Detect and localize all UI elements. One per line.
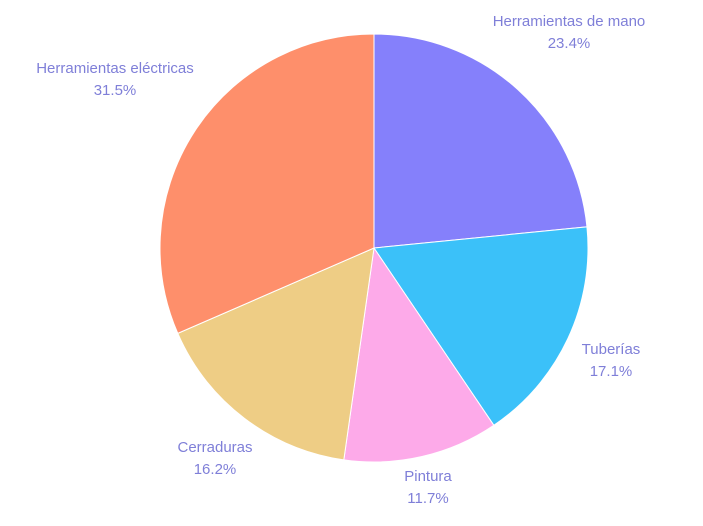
slice-label-1: Tuberías — [582, 341, 641, 358]
slice-value-label-0: 23.4% — [548, 35, 591, 52]
pie-slices — [159, 33, 589, 463]
slice-value-label-1: 17.1% — [590, 363, 633, 380]
slice-value-label-3: 16.2% — [194, 461, 237, 478]
pie-labels: Herramientas de mano 23.4% Tuberías 17.1% Pi… — [36, 13, 645, 507]
slice-value-label-2: 11.7% — [407, 490, 448, 507]
pie-slice-3 — [177, 247, 375, 461]
slice-value-label-4: 31.5% — [94, 82, 137, 99]
slice-label-3: Cerraduras — [177, 439, 252, 456]
pie-slice-1 — [373, 226, 589, 426]
slice-label-0: Herramientas de mano — [493, 13, 646, 30]
slice-label-4: Herramientas eléctricas — [36, 60, 194, 77]
pie-slice-0 — [373, 33, 588, 249]
pie-slice-2 — [343, 246, 495, 463]
pie-slice-4 — [159, 33, 375, 335]
slice-label-2: Pintura — [404, 468, 452, 485]
